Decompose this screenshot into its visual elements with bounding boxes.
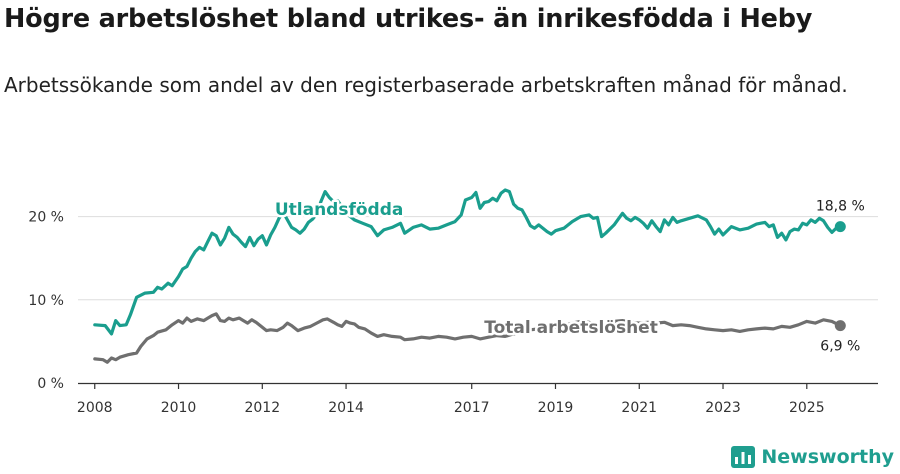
x-tick-label: 2012 bbox=[244, 400, 280, 416]
x-tick-label: 2010 bbox=[161, 400, 197, 416]
series-utlandsfodda bbox=[93, 188, 846, 336]
x-tick-label: 2021 bbox=[621, 400, 657, 416]
series-total bbox=[93, 312, 846, 364]
chart-title: Högre arbetslöshet bland utrikes- än inr… bbox=[4, 4, 813, 34]
series-labels: Utlandsfödda Total arbetslöshet 18,8 % 6,9 … bbox=[272, 197, 865, 355]
chart-subtitle: Arbetssökande som andel av den registerb… bbox=[4, 73, 848, 97]
utlandsfodda-line bbox=[93, 188, 842, 336]
x-tick-label: 2014 bbox=[328, 400, 364, 416]
total-line bbox=[93, 312, 842, 364]
x-tick-label: 2019 bbox=[538, 400, 574, 416]
axes: 0 % 10 % 20 % 2008 2010 2012 2014 2017 2019 2021 2… bbox=[28, 210, 878, 416]
brand-name: Newsworthy bbox=[761, 446, 894, 468]
x-tick-label: 2025 bbox=[789, 400, 825, 416]
y-tick-label: 0 % bbox=[37, 376, 64, 392]
newsworthy-logo-icon bbox=[731, 446, 756, 468]
y-tick-label: 20 % bbox=[28, 210, 64, 226]
utlandsfodda-series-label: Utlandsfödda bbox=[275, 200, 404, 220]
utlandsfodda-end-label: 18,8 % bbox=[816, 199, 865, 215]
total-end-label: 6,9 % bbox=[820, 339, 860, 355]
utlandsfodda-end-point bbox=[834, 221, 846, 233]
gridlines bbox=[78, 216, 878, 301]
brand-logo[interactable]: Newsworthy bbox=[731, 446, 894, 468]
x-tick-label: 2023 bbox=[705, 400, 741, 416]
x-tick-label: 2017 bbox=[454, 400, 490, 416]
x-tick-label: 2008 bbox=[77, 400, 113, 416]
y-tick-label: 10 % bbox=[28, 293, 64, 309]
total-end-point bbox=[834, 320, 846, 332]
total-series-label: Total arbetslöshet bbox=[484, 318, 658, 338]
